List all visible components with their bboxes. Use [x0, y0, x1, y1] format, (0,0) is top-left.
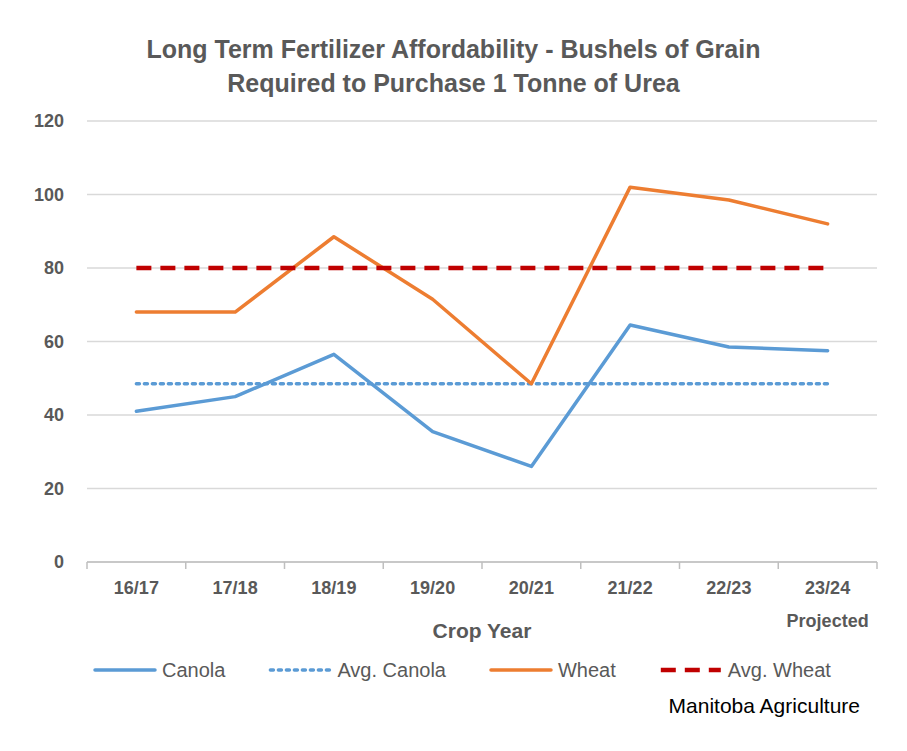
grid-line: [87, 488, 877, 489]
x-tick: [481, 562, 483, 569]
grid-line: [87, 120, 877, 121]
title: Long Term Fertilizer Affordability - Bus…: [147, 35, 761, 97]
x-tick: [876, 562, 878, 569]
x-tick: [679, 562, 681, 569]
x-axis-label: Crop Year: [433, 619, 532, 642]
grid-line: [87, 267, 877, 268]
grid-line: [87, 414, 877, 415]
x-tick: [778, 562, 780, 569]
source-note: Manitoba Agriculture: [669, 694, 860, 717]
legend-swatch: [95, 668, 155, 672]
series-line: [136, 382, 827, 386]
x-tick-label: 20/21: [509, 578, 554, 598]
x-tick-label: 22/23: [706, 578, 751, 598]
legend-label: Wheat: [558, 659, 616, 681]
y-tick-label: 60: [44, 332, 64, 352]
x-tick: [383, 562, 385, 569]
legend-swatch: [270, 668, 330, 672]
x-tick-label: 18/19: [311, 578, 356, 598]
y-tick-label: 0: [54, 552, 64, 572]
legend-label: Avg. Canola: [337, 659, 446, 681]
chart: Long Term Fertilizer Affordability - Bus…: [0, 0, 907, 751]
x-tick-label: 19/20: [410, 578, 455, 598]
y-tick-label: 20: [44, 479, 64, 499]
legend-swatch: [661, 668, 721, 673]
y-tick-label: 40: [44, 405, 64, 425]
y-tick-label: 100: [34, 185, 64, 205]
x-tick-label: 17/18: [213, 578, 258, 598]
series-line: [136, 187, 827, 384]
y-tick-label: 80: [44, 258, 64, 278]
grid-line: [87, 194, 877, 195]
x-tick: [185, 562, 187, 569]
series-line: [136, 266, 827, 271]
y-tick-label: 120: [34, 111, 64, 131]
legend-label: Canola: [162, 659, 226, 681]
x-tick: [284, 562, 286, 569]
legend-swatch: [491, 668, 551, 672]
series-group: [136, 187, 827, 466]
title-line: Long Term Fertilizer Affordability - Bus…: [147, 35, 761, 63]
x-tick-label: 21/22: [608, 578, 653, 598]
legend-label: Avg. Wheat: [728, 659, 831, 681]
x-tick: [86, 562, 88, 569]
series-line: [136, 325, 827, 466]
x-tick-label: 23/24: [805, 578, 850, 598]
legend: Canola Avg. Canola Wheat Avg. Wheat: [95, 659, 831, 681]
x-tick-label: 16/17: [114, 578, 159, 598]
x-tick: [580, 562, 582, 569]
annotation: Projected: [787, 611, 869, 631]
title-line: Required to Purchase 1 Tonne of Urea: [227, 69, 681, 97]
